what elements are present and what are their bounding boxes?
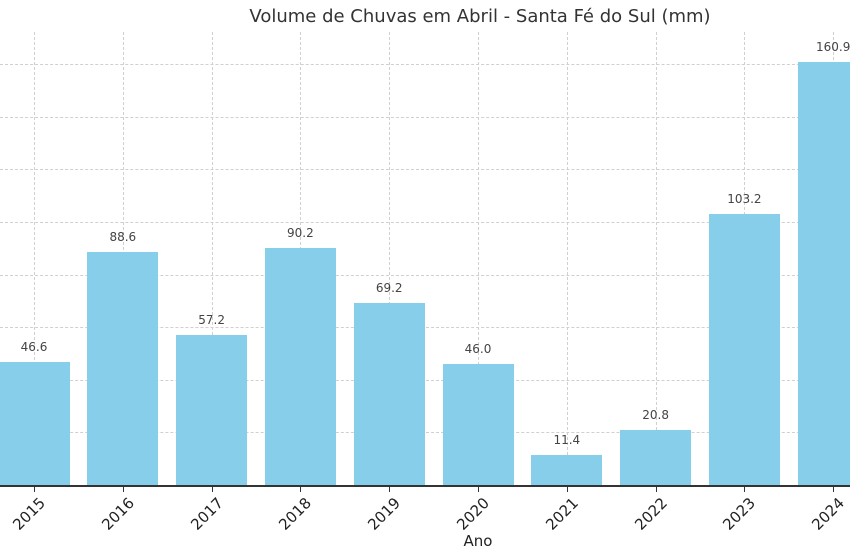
bar-2021 <box>531 455 603 485</box>
bar-value-label: 46.0 <box>464 342 492 357</box>
y-gridline <box>0 116 850 118</box>
bar-value-label: 160.9 <box>816 39 850 54</box>
x-tick-mark <box>478 487 479 492</box>
x-gridline <box>211 32 213 485</box>
bar-value-label: 20.8 <box>642 408 669 423</box>
bar-value-label: 103.2 <box>727 191 762 206</box>
bar-value-label: 90.2 <box>287 225 314 240</box>
x-tick-label: 2016 <box>97 494 138 534</box>
x-tick-mark <box>300 487 302 492</box>
x-tick-label: 2024 <box>808 494 849 534</box>
bar-2019 <box>353 303 425 485</box>
y-gridline <box>0 327 850 329</box>
x-gridline <box>389 32 391 485</box>
y-gridline <box>0 274 850 276</box>
x-axis-line <box>0 485 850 487</box>
x-tick-label: 2017 <box>186 494 227 534</box>
x-tick-label: 2019 <box>364 494 405 534</box>
x-gridline <box>566 32 568 485</box>
x-tick-mark <box>655 487 657 492</box>
x-tick-label: 2021 <box>541 494 582 534</box>
x-tick-mark <box>122 487 124 492</box>
x-tick-mark <box>744 487 746 492</box>
x-tick-mark <box>389 487 391 492</box>
bar-value-label: 11.4 <box>553 433 581 448</box>
chart-title: Volume de Chuvas em Abril - Santa Fé do … <box>249 6 711 27</box>
bar-2017 <box>176 334 248 485</box>
x-tick-mark <box>211 487 213 492</box>
bar-value-label: 46.6 <box>20 340 48 355</box>
bar-value-label: 69.2 <box>375 281 403 295</box>
x-tick-label: 2018 <box>275 494 316 534</box>
y-gridline <box>0 169 850 171</box>
bar-2020 <box>442 364 514 485</box>
x-tick-label: 2015 <box>9 494 49 534</box>
bar-2023 <box>708 213 780 485</box>
x-tick-mark <box>566 487 568 492</box>
y-gridline <box>0 64 850 66</box>
bar-2015 <box>0 362 70 485</box>
x-tick-label: 2023 <box>719 494 760 534</box>
x-gridline <box>34 32 35 485</box>
x-tick-mark <box>833 487 835 492</box>
x-tick-label: 2020 <box>453 494 493 534</box>
bar-value-label: 88.6 <box>109 229 137 244</box>
x-tick-mark <box>34 487 35 492</box>
bar-2016 <box>87 251 159 485</box>
bar-2018 <box>264 247 336 485</box>
x-axis-label: Ano <box>463 532 493 550</box>
bar-2022 <box>620 430 692 485</box>
y-gridline <box>0 432 850 434</box>
x-gridline <box>655 32 657 485</box>
x-gridline <box>478 32 479 485</box>
y-gridline <box>0 379 850 381</box>
bar-2024 <box>797 61 850 485</box>
y-gridline <box>0 222 850 223</box>
plot-area: 46.6 88.6 57.2 90.2 69.2 46.0 11.4 20.8 103.2 160… <box>0 32 850 485</box>
bar-value-label: 57.2 <box>198 312 225 327</box>
x-tick-label: 2022 <box>630 494 671 534</box>
